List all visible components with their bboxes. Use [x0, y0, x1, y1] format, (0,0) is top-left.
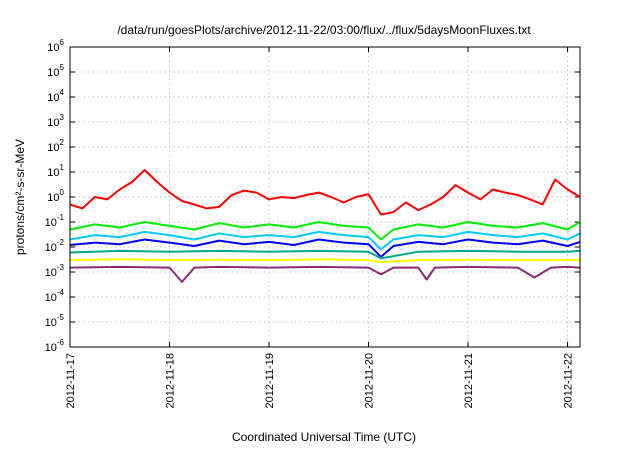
y-tick-label: 105 — [47, 63, 64, 79]
x-tick-label: 2012-11-18 — [165, 353, 177, 408]
y-tick-label: 101 — [47, 163, 64, 179]
series-line — [69, 265, 581, 283]
plot-frame — [69, 46, 581, 348]
x-tick-label: 2012-11-20 — [364, 353, 376, 408]
y-tick-label: 10-3 — [45, 263, 65, 279]
x-tick-label: 2012-11-17 — [65, 353, 77, 408]
y-tick-label: 103 — [47, 113, 64, 129]
y-tick-label: 100 — [47, 188, 64, 204]
y-tick-label: 10-6 — [45, 338, 65, 354]
series-line — [69, 221, 581, 241]
y-axis-ticks: 10-6 10-5 10-4 10-3 10-2 10-1 100 101 102 103 104 1… — [45, 38, 580, 354]
series-line — [69, 230, 581, 251]
series-line — [69, 169, 581, 216]
y-tick-label: 106 — [47, 38, 64, 54]
x-tick-label: 2012-11-21 — [463, 353, 475, 408]
series-line — [69, 238, 581, 258]
y-tick-label: 10-5 — [45, 313, 65, 329]
y-axis-label: protons/cm²-s-sr-MeV — [13, 139, 27, 255]
y-tick-label: 10-4 — [45, 288, 65, 304]
y-tick-label: 10-1 — [45, 213, 65, 229]
x-axis-ticks: 2012-11-17 2012-11-18 2012-11-19 2012-11-20… — [65, 47, 575, 408]
y-tick-label: 102 — [47, 138, 64, 154]
data-series — [69, 169, 581, 283]
chart-title: /data/run/goesPlots/archive/2012-11-22/0… — [117, 23, 531, 37]
series-line — [69, 249, 581, 260]
x-tick-label: 2012-11-22 — [563, 353, 575, 408]
x-axis-label: Coordinated Universal Time (UTC) — [232, 430, 416, 444]
series-line — [69, 258, 581, 264]
y-tick-label: 104 — [47, 88, 64, 104]
y-tick-label: 10-2 — [45, 238, 65, 254]
x-tick-label: 2012-11-19 — [264, 353, 276, 408]
